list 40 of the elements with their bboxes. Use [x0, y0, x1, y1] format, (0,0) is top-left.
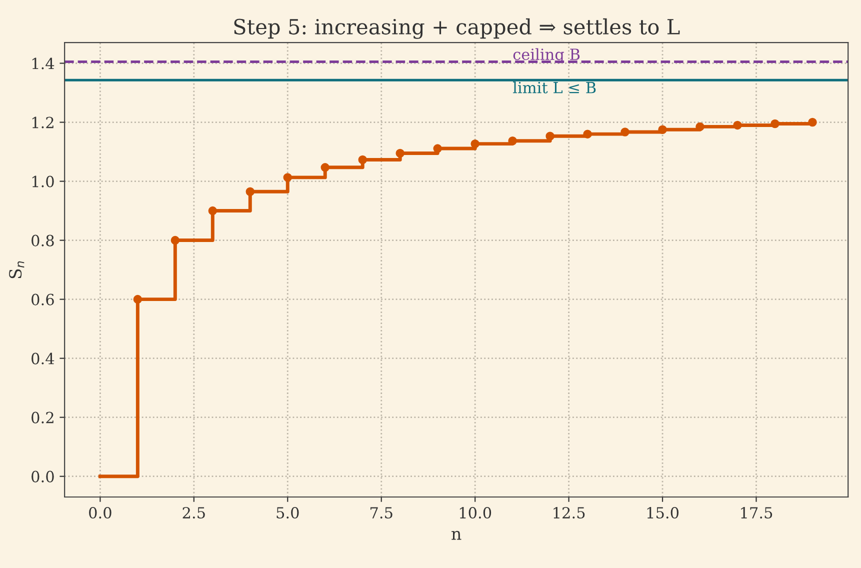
- y-tick-label: 0.4: [32, 352, 54, 364]
- x-tick-label: 10.0: [460, 506, 492, 519]
- x-tick-label: 0.0: [89, 506, 112, 519]
- y-axis-title: S$_{n}$: [9, 261, 24, 278]
- point: [246, 187, 255, 196]
- point: [470, 139, 480, 148]
- point: [508, 136, 517, 146]
- point: [433, 144, 442, 153]
- x-tick-label: 17.5: [741, 506, 772, 519]
- point: [620, 128, 630, 136]
- point: [546, 132, 554, 141]
- ref-line-label: ceiling B: [513, 48, 580, 64]
- ref-line-label: limit L ≤ B: [513, 82, 596, 94]
- point: [320, 163, 330, 172]
- point: [133, 294, 142, 304]
- y-tick-label: 0.8: [32, 234, 54, 246]
- x-tick-label: 12.5: [554, 506, 585, 519]
- x-tick-label: 2.5: [182, 506, 205, 519]
- point: [658, 125, 667, 134]
- y-tick-label: 1.0: [32, 176, 54, 188]
- y-tick-label: 1.4: [32, 58, 54, 70]
- point: [283, 173, 292, 182]
- point: [396, 148, 404, 158]
- x-tick-label: 15.0: [647, 506, 679, 519]
- point: [583, 130, 592, 138]
- y-tick-label: 1.2: [32, 116, 54, 128]
- chart-title: Step 5: increasing + capped ⇒ settles to L: [234, 18, 680, 39]
- point: [770, 119, 780, 128]
- x-axis-title: n: [452, 530, 462, 540]
- point: [170, 236, 180, 245]
- y-tick-label: 0.6: [32, 294, 54, 306]
- x-tick-label: 5.0: [276, 506, 299, 519]
- point: [696, 122, 704, 132]
- point: [733, 120, 742, 130]
- point: [808, 118, 817, 127]
- x-tick-label: 7.5: [370, 507, 392, 519]
- point: [358, 155, 367, 164]
- point: [208, 206, 218, 216]
- y-tick-label: 0.2: [32, 412, 54, 424]
- y-tick-label: 0.0: [32, 470, 54, 482]
